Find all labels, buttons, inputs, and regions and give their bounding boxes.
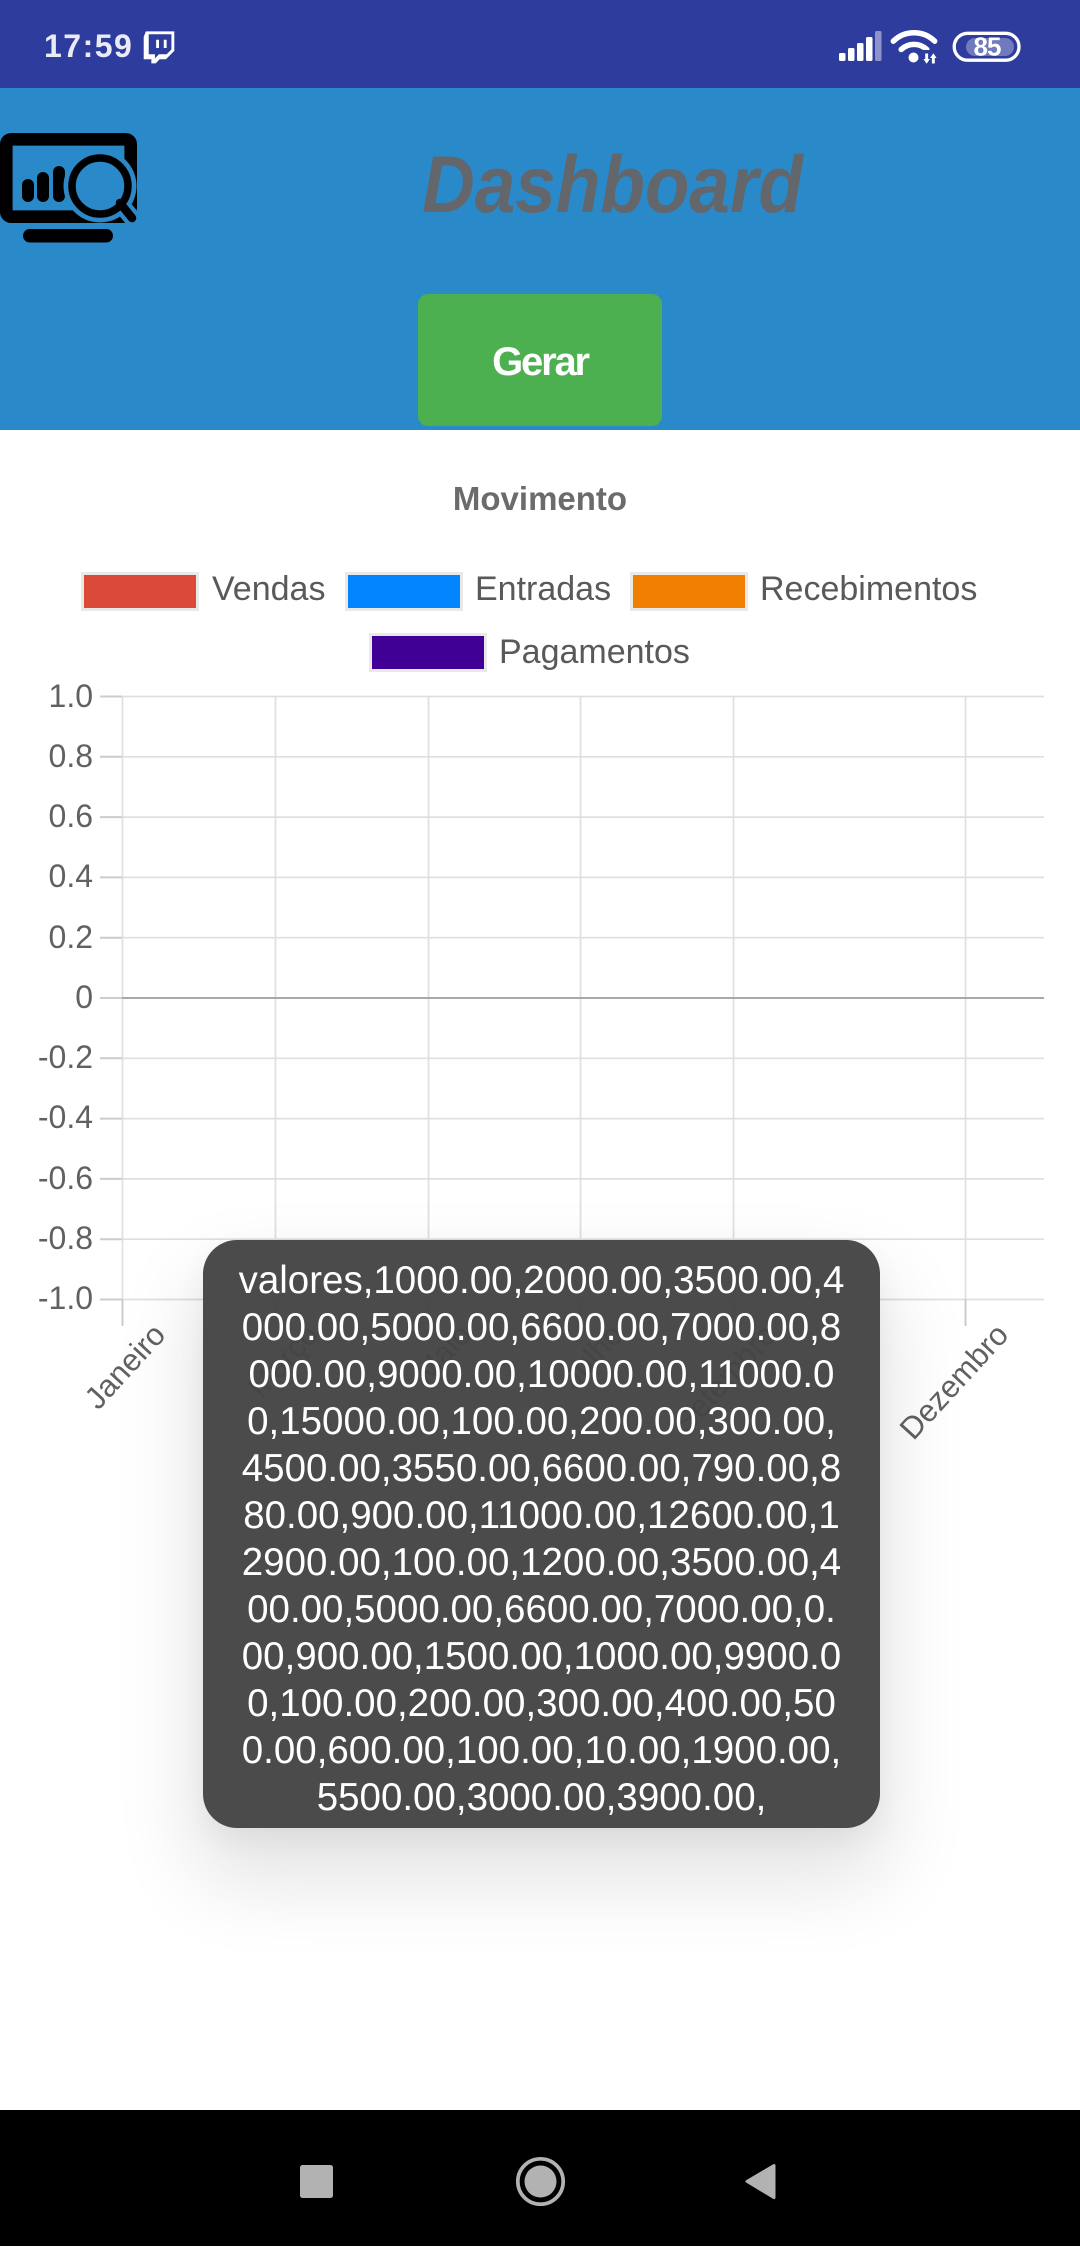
svg-text:Dezembro: Dezembro (893, 1317, 1015, 1446)
svg-text:1.0: 1.0 (49, 678, 93, 714)
svg-text:0.4: 0.4 (49, 858, 93, 894)
svg-text:0: 0 (75, 979, 93, 1015)
svg-text:-0.8: -0.8 (38, 1220, 93, 1256)
svg-text:-0.2: -0.2 (38, 1039, 93, 1075)
svg-text:-0.6: -0.6 (38, 1160, 93, 1196)
svg-text:0.8: 0.8 (49, 738, 93, 774)
svg-text:Janeiro: Janeiro (78, 1317, 173, 1416)
svg-text:85: 85 (974, 32, 1001, 62)
svg-text:-1.0: -1.0 (38, 1280, 93, 1316)
svg-text:0.6: 0.6 (49, 798, 93, 834)
svg-text:-0.4: -0.4 (38, 1099, 93, 1135)
svg-text:0.2: 0.2 (49, 919, 93, 955)
